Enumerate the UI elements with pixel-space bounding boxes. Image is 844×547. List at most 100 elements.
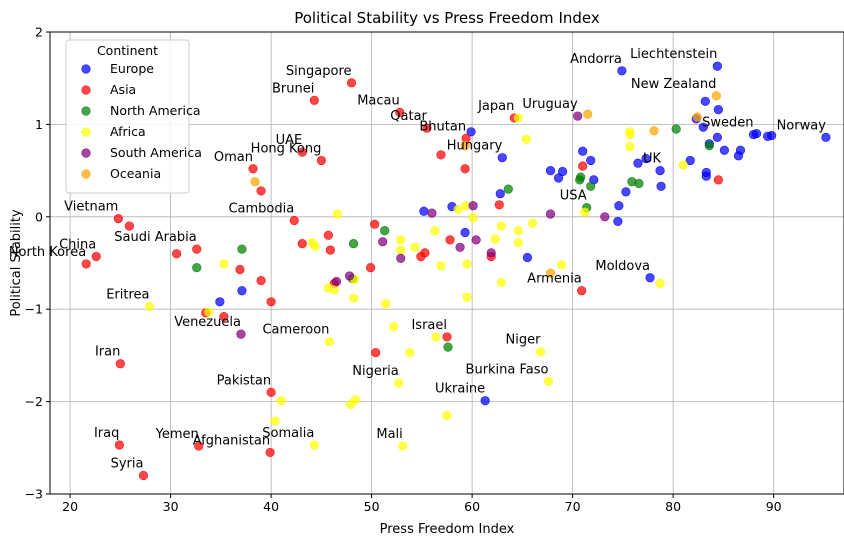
legend-entry: Oceania bbox=[110, 166, 161, 181]
legend-entry: Europe bbox=[110, 61, 154, 76]
data-point bbox=[496, 277, 506, 288]
data-point bbox=[535, 347, 546, 357]
data-point bbox=[645, 273, 655, 283]
data-point bbox=[713, 175, 723, 185]
legend-entry: Asia bbox=[110, 82, 136, 97]
data-point bbox=[490, 234, 500, 244]
data-point bbox=[396, 235, 406, 245]
data-point bbox=[370, 219, 380, 229]
annotation-label: Eritrea bbox=[106, 287, 149, 302]
data-point bbox=[641, 153, 651, 164]
annotation-label: New Zealand bbox=[631, 77, 716, 92]
annotation-label: Cameroon bbox=[262, 323, 329, 338]
legend: Continent Europe Asia North America Africa So… bbox=[65, 39, 202, 194]
data-point bbox=[625, 129, 635, 140]
data-point bbox=[553, 173, 564, 183]
data-point bbox=[389, 322, 399, 332]
data-point bbox=[124, 221, 134, 231]
data-point bbox=[545, 209, 556, 219]
annotation-label: Iran bbox=[95, 345, 120, 360]
data-point bbox=[309, 440, 319, 450]
data-point bbox=[453, 204, 463, 215]
data-point bbox=[460, 164, 470, 174]
data-point bbox=[671, 124, 681, 134]
series-north-america bbox=[192, 124, 714, 352]
data-point bbox=[380, 226, 390, 236]
data-point bbox=[309, 95, 319, 105]
data-point bbox=[522, 252, 533, 263]
data-point bbox=[410, 242, 420, 252]
y-tick-label: 1 bbox=[35, 117, 43, 132]
data-point bbox=[332, 209, 343, 219]
annotation-label: Japan bbox=[477, 99, 514, 114]
data-point bbox=[625, 141, 635, 152]
data-point bbox=[378, 237, 388, 247]
data-point bbox=[586, 155, 596, 166]
data-point bbox=[396, 245, 406, 255]
data-point bbox=[678, 160, 688, 170]
data-point bbox=[556, 260, 567, 270]
data-point bbox=[468, 213, 478, 223]
data-point bbox=[289, 215, 299, 226]
data-point bbox=[381, 299, 391, 309]
annotation-label: Hong Kong bbox=[251, 141, 322, 156]
data-point bbox=[621, 187, 631, 197]
annotation-label: North Korea bbox=[9, 245, 86, 260]
data-point bbox=[494, 200, 504, 210]
data-point bbox=[617, 66, 627, 76]
data-point bbox=[576, 172, 586, 182]
x-tick-label: 90 bbox=[766, 499, 782, 514]
chart-title: Political Stability vs Press Freedom Ind… bbox=[294, 9, 600, 27]
data-point bbox=[115, 359, 125, 369]
data-point bbox=[527, 218, 538, 228]
annotation-label: Bhutan bbox=[419, 119, 466, 134]
legend-marker bbox=[81, 64, 91, 74]
data-point bbox=[395, 107, 405, 117]
annotation-label: Oman bbox=[214, 150, 253, 165]
data-point bbox=[114, 440, 124, 450]
data-point bbox=[350, 395, 361, 405]
data-point bbox=[431, 332, 441, 342]
x-axis-label: Press Freedom Index bbox=[380, 522, 515, 537]
data-point bbox=[329, 285, 340, 295]
data-point bbox=[91, 251, 101, 262]
annotation-label: Ukraine bbox=[435, 382, 485, 397]
data-point bbox=[573, 111, 583, 121]
data-point bbox=[580, 207, 590, 217]
data-point bbox=[443, 342, 453, 352]
annotation-label: Somalia bbox=[262, 426, 314, 441]
data-point bbox=[633, 158, 643, 168]
data-point bbox=[346, 78, 357, 88]
data-point bbox=[586, 181, 596, 191]
data-point bbox=[713, 105, 723, 115]
data-point bbox=[396, 253, 406, 263]
annotation-label: Yemen bbox=[155, 427, 199, 442]
data-point bbox=[442, 410, 452, 421]
data-point bbox=[462, 259, 472, 269]
data-point bbox=[266, 387, 276, 397]
data-point bbox=[545, 166, 556, 176]
data-point bbox=[250, 177, 260, 187]
data-point bbox=[310, 241, 320, 251]
annotation-label: Iraq bbox=[94, 426, 119, 441]
legend-marker bbox=[81, 148, 91, 158]
data-point bbox=[276, 396, 286, 406]
data-point bbox=[751, 129, 762, 139]
data-point bbox=[348, 293, 359, 303]
data-point bbox=[700, 96, 710, 106]
data-point bbox=[442, 332, 452, 342]
annotation-label: Moldova bbox=[595, 259, 650, 274]
data-point bbox=[503, 184, 513, 194]
data-point bbox=[113, 214, 123, 224]
data-point bbox=[692, 112, 702, 122]
legend-entry: North America bbox=[110, 103, 201, 118]
x-tick-label: 50 bbox=[364, 499, 380, 514]
data-point bbox=[430, 226, 440, 236]
y-axis-label: Political Stability bbox=[9, 209, 24, 317]
annotation-label: Saudi Arabia bbox=[114, 230, 197, 245]
data-point bbox=[398, 441, 408, 451]
data-point bbox=[256, 186, 266, 196]
data-point bbox=[578, 161, 588, 171]
data-point bbox=[236, 329, 246, 339]
